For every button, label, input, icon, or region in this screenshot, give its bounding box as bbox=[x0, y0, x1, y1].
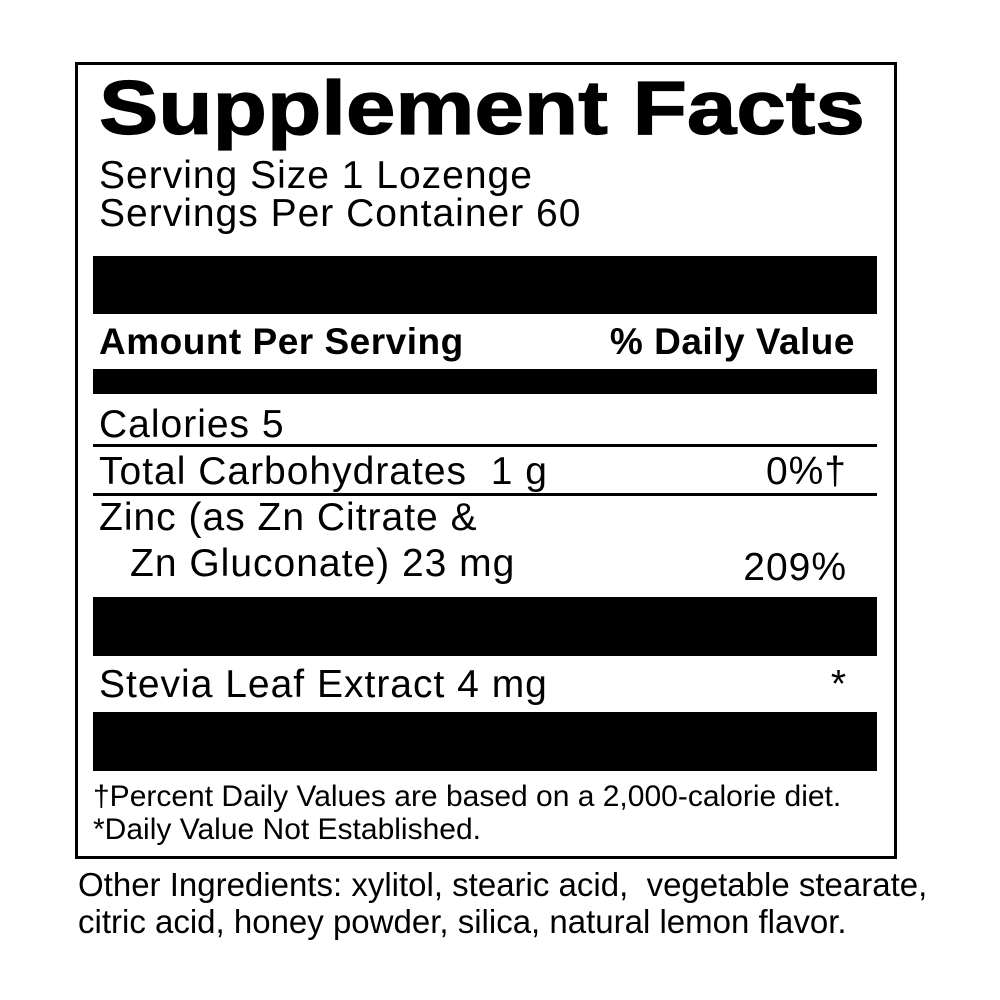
daily-value-cell: 0%† bbox=[765, 450, 847, 493]
row-total-carbohydrates: Total Carbohydrates 1 g 0%† bbox=[93, 447, 877, 496]
nutrient-name: Zinc (as Zn Citrate & Zn Gluconate) 23 m… bbox=[99, 495, 515, 587]
row-calories: Calories 5 bbox=[93, 394, 877, 447]
row-stevia: Stevia Leaf Extract 4 mg * bbox=[93, 656, 877, 712]
footnote-dagger: †Percent Daily Values are based on a 2,0… bbox=[93, 780, 842, 813]
thin-divider-bar bbox=[93, 369, 877, 394]
serving-size-line: Serving Size 1 Lozenge bbox=[99, 154, 533, 197]
supplement-facts-panel: Supplement Facts Serving Size 1 Lozenge … bbox=[75, 62, 897, 859]
serving-info: Serving Size 1 Lozenge Servings Per Cont… bbox=[99, 154, 894, 235]
amount-per-serving-header: Amount Per Serving bbox=[99, 320, 464, 362]
thick-divider-bar-bottom bbox=[93, 712, 877, 771]
percent-daily-value-header: % Daily Value bbox=[609, 320, 855, 362]
nutrient-name: Total Carbohydrates 1 g bbox=[99, 450, 548, 493]
nutrient-name: Stevia Leaf Extract 4 mg bbox=[99, 663, 548, 706]
other-ingredients-text: Other Ingredients: xylitol, stearic acid… bbox=[78, 866, 927, 940]
thick-divider-bar-middle bbox=[93, 597, 877, 656]
row-zinc: Zinc (as Zn Citrate & Zn Gluconate) 23 m… bbox=[93, 496, 877, 597]
daily-value-cell: * bbox=[830, 663, 847, 706]
footnote-asterisk: *Daily Value Not Established. bbox=[93, 813, 481, 846]
other-ingredients-line-2: citric acid, honey powder, silica, natur… bbox=[78, 903, 847, 940]
servings-per-container-line: Servings Per Container 60 bbox=[99, 192, 582, 235]
panel-title: Supplement Facts bbox=[98, 66, 865, 151]
daily-value-cell: 209% bbox=[743, 546, 847, 589]
footnotes: †Percent Daily Values are based on a 2,0… bbox=[93, 780, 877, 846]
column-header-row: Amount Per Serving % Daily Value bbox=[93, 314, 877, 369]
zinc-name-line-1: Zinc (as Zn Citrate & bbox=[99, 496, 478, 539]
zinc-name-line-2: Zn Gluconate) 23 mg bbox=[130, 542, 516, 585]
other-ingredients-line-1: Other Ingredients: xylitol, stearic acid… bbox=[78, 866, 928, 903]
nutrient-name: Calories 5 bbox=[99, 403, 285, 446]
thick-divider-bar-top bbox=[93, 256, 877, 314]
